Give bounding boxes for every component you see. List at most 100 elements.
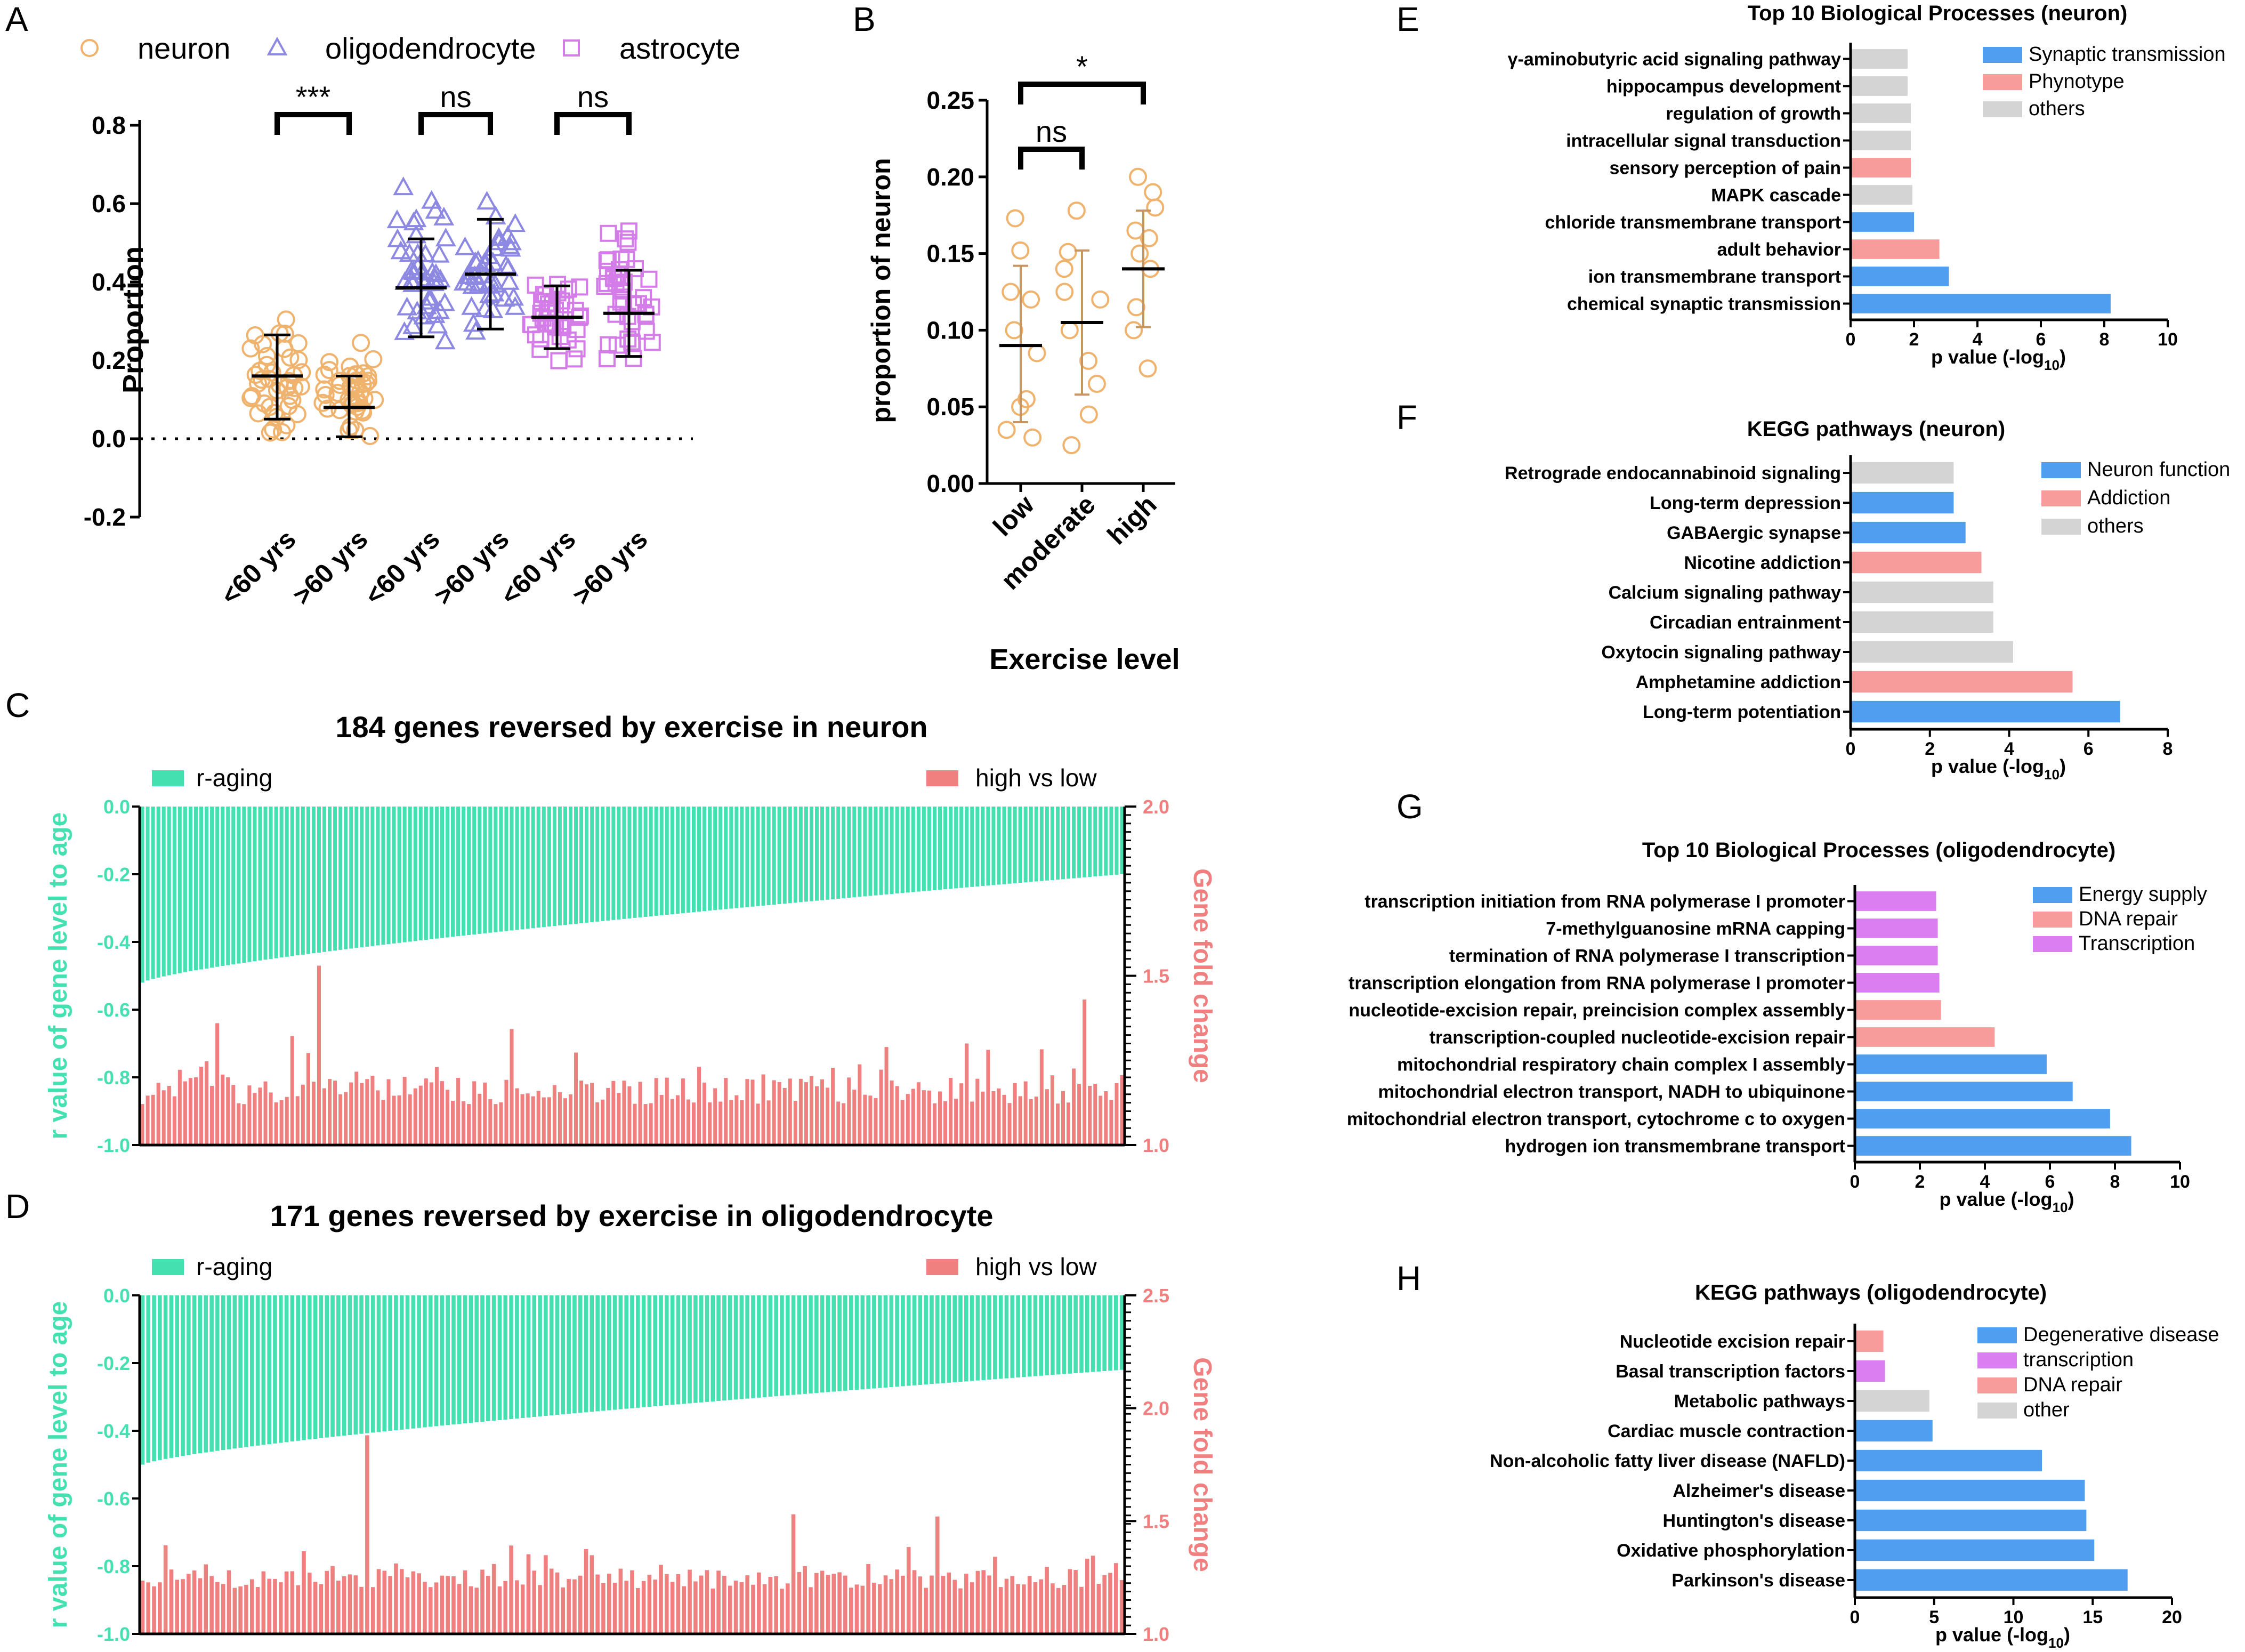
d-r-bar: [1027, 1295, 1032, 1377]
c-fold-bar: [890, 1080, 894, 1145]
g-legend-swatch: [2033, 936, 2072, 952]
d-r-bar: [365, 1295, 369, 1433]
c-fold-bar: [311, 1082, 316, 1145]
c-fold-bar: [494, 1104, 498, 1145]
c-fold-bar: [290, 1036, 294, 1145]
c-fold-bar: [906, 1094, 910, 1145]
e-bar: [1851, 49, 1908, 69]
c-r-bar: [814, 807, 819, 901]
d-fold-bar: [756, 1572, 761, 1634]
c-r-bar: [205, 807, 209, 969]
h-bar: [1855, 1569, 2128, 1591]
d-fold-bar: [273, 1578, 277, 1634]
c-r-bar: [344, 807, 348, 949]
c-r-bar: [831, 807, 835, 899]
d-r-bar: [947, 1295, 951, 1383]
c-fold-bar: [804, 1082, 808, 1145]
g-category-label: mitochondrial electron transport, cytoch…: [1347, 1109, 1845, 1130]
e-category-label: adult behavior: [1717, 240, 1841, 260]
c-fold-bar: [997, 1088, 1001, 1145]
a-point: [463, 313, 484, 332]
f-category-label: GABAergic synapse: [1667, 523, 1841, 543]
d-r-bar: [376, 1295, 381, 1432]
c-r-bar: [649, 807, 653, 916]
c-r-bar: [713, 807, 717, 910]
c-r-bar: [804, 807, 808, 902]
c-r-bar: [900, 807, 905, 893]
c-fold-bar: [777, 1082, 781, 1145]
c-fold-bar: [392, 1095, 396, 1145]
c-fold-bar: [253, 1093, 257, 1145]
c-r-bar: [306, 807, 310, 954]
a-point: [600, 224, 617, 242]
d-r-bar: [624, 1295, 628, 1409]
d-r-bar: [1068, 1295, 1072, 1374]
c-r-bar: [365, 807, 369, 947]
d-r-bar: [267, 1295, 271, 1445]
b-point: [1059, 243, 1077, 261]
d-r-bar: [457, 1295, 462, 1424]
a-point: [425, 200, 446, 219]
c-fold-bar: [1083, 999, 1087, 1145]
c-r-bar: [697, 807, 701, 912]
c-r-bar: [622, 807, 626, 919]
c-r-bar: [226, 807, 230, 965]
d-fold-bar: [866, 1564, 870, 1634]
a-point: [543, 294, 561, 312]
a-point: [461, 296, 482, 315]
d-r-bar: [509, 1295, 513, 1420]
c-fold-bar: [788, 1078, 792, 1145]
c-r-bar: [360, 807, 364, 948]
g-x-tick-label: 8: [2110, 1172, 2120, 1192]
c-r-bar: [906, 807, 910, 893]
b-point: [1138, 359, 1157, 378]
c-r-bar: [1050, 807, 1054, 880]
d-fold-bar: [584, 1549, 588, 1634]
c-r-bar: [595, 807, 600, 922]
d-legend-fold: high vs low: [975, 1253, 1097, 1280]
a-point: [288, 405, 306, 423]
h-bar: [1855, 1330, 1884, 1352]
d-fold-bar: [589, 1555, 594, 1634]
g-bar: [1855, 1054, 2047, 1074]
c-fold-bar: [868, 1095, 873, 1145]
a-point: [435, 228, 456, 247]
d-r-bar: [451, 1295, 456, 1425]
h-x-tick-label: 10: [2004, 1607, 2024, 1627]
d-left-tick-label: -1.0: [97, 1623, 130, 1645]
c-fold-bar: [606, 1087, 610, 1145]
c-r-bar: [1039, 807, 1044, 881]
c-fold-bar: [1013, 1083, 1017, 1145]
d-r-bar: [866, 1295, 870, 1389]
a-point: [527, 276, 544, 294]
d-fold-bar: [849, 1587, 853, 1634]
d-r-bar: [809, 1295, 813, 1394]
c-fold-bar: [863, 1094, 867, 1145]
h-x-axis-title-main: p value (-log: [1935, 1624, 2048, 1646]
d-r-bar: [849, 1295, 853, 1391]
a-point: [320, 353, 338, 372]
c-fold-bar: [943, 1101, 948, 1145]
c-fold-bar: [1088, 1085, 1092, 1145]
c-fold-bar: [681, 1078, 685, 1145]
d-r-bar: [342, 1295, 346, 1436]
c-fold-bar: [172, 1096, 176, 1145]
d-fold-bar: [434, 1582, 439, 1634]
d-r-bar: [486, 1295, 490, 1422]
a-y-tick-label: 0.0: [92, 425, 126, 453]
h-x-axis-title-sub: 10: [2048, 1635, 2064, 1651]
d-r-bar: [572, 1295, 577, 1414]
c-r-bar: [263, 807, 268, 960]
c-r-bar: [279, 807, 284, 958]
c-fold-bar: [654, 1078, 658, 1145]
c-r-bar: [611, 807, 616, 920]
c-fold-bar: [1007, 1103, 1012, 1145]
d-fold-bar: [278, 1582, 283, 1634]
d-fold-bar: [768, 1577, 773, 1634]
c-r-bar: [766, 807, 771, 905]
a-point: [477, 275, 498, 294]
c-fold-bar: [1023, 1081, 1028, 1145]
g-bar: [1855, 1082, 2073, 1101]
a-point: [261, 423, 279, 442]
a-point: [386, 209, 408, 229]
